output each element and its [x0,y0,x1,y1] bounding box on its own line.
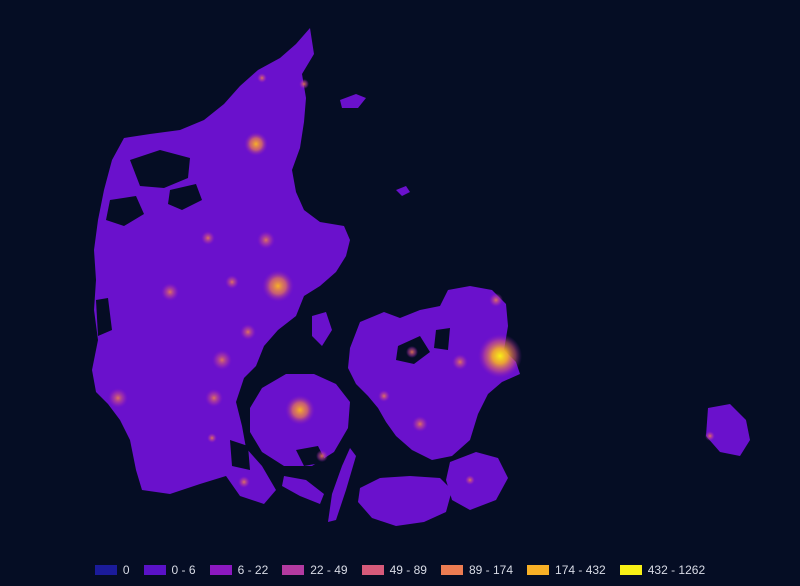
legend-swatch [94,565,117,575]
legend-swatch [527,565,550,575]
hotspot-bornholm [705,431,715,441]
legend-label: 174 - 432 [555,563,606,577]
region-bornholm [706,404,750,456]
legend-label: 0 - 6 [171,563,196,577]
legend-swatch [619,565,642,575]
hotspot-kolding [205,389,223,407]
legend-label: 0 [122,563,130,577]
legend-label: 89 - 174 [468,563,514,577]
legend-item: 6 - 22 [209,563,269,577]
hotspot-soenderborg [238,476,250,488]
region-samsoe [312,312,332,346]
hotspot-nykoebing [465,475,475,485]
legend-item: 22 - 49 [282,563,348,577]
hotspot-holbaek [406,346,418,358]
legend-label: 6 - 22 [237,563,269,577]
legend-item: 49 - 89 [361,563,427,577]
hotspot-aalborg [244,132,268,156]
hotspot-roskilde [452,354,468,370]
hotspot-hjoerring [257,73,267,83]
hotspot-odense [285,395,315,425]
legend-item: 432 - 1262 [619,563,706,577]
region-laesoe [396,186,410,196]
hotspot-svendborg [316,450,328,462]
legend-item: 0 - 6 [143,563,196,577]
region-aeroe [282,476,324,504]
density-hotspots [108,73,715,488]
legend-item: 0 [94,563,130,577]
region-falster [446,452,508,510]
legend-swatch [361,565,384,575]
legend-label: 432 - 1262 [647,563,706,577]
hotspot-aarhus [262,270,294,302]
hotspot-naestved [412,416,428,432]
legend-swatch [143,565,166,575]
hotspot-helsingoer [489,293,503,307]
hotspot-haderslev [207,433,217,443]
legend-item: 89 - 174 [440,563,514,577]
hotspot-silkeborg [225,275,239,289]
legend-label: 49 - 89 [389,563,427,577]
hotspot-frederikshavn [299,79,309,89]
legend-item: 174 - 432 [527,563,606,577]
hotspot-esbjerg [108,388,128,408]
region-anholt [340,94,366,108]
fjords-layer [96,150,450,470]
hotspot-slagelse [378,390,390,402]
hotspot-vejle [212,350,232,370]
hotspot-randers [257,231,275,249]
hotspot-herning [161,283,179,301]
legend-swatch [440,565,463,575]
land-layer [92,28,750,526]
hotspot-viborg [201,231,215,245]
hotspot-horsens [240,324,256,340]
legend-label: 22 - 49 [310,563,348,577]
hotspot-copenhagen [478,334,522,378]
region-jutland [92,28,350,504]
legend: 0 0 - 6 6 - 22 22 - 49 49 - 89 89 - 174 174 - … [0,558,800,582]
legend-swatch [209,565,232,575]
region-lolland [358,476,452,526]
legend-swatch [282,565,305,575]
region-langeland [328,448,356,522]
region-zealand [348,286,520,460]
